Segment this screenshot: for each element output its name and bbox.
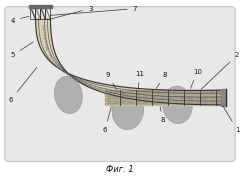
Text: 3: 3 bbox=[47, 6, 92, 20]
Text: 6: 6 bbox=[103, 107, 111, 133]
Polygon shape bbox=[105, 90, 224, 105]
Polygon shape bbox=[30, 6, 35, 19]
Polygon shape bbox=[29, 5, 53, 8]
Polygon shape bbox=[45, 6, 50, 19]
Polygon shape bbox=[40, 6, 45, 19]
Text: 11: 11 bbox=[135, 71, 144, 89]
Text: 9: 9 bbox=[106, 72, 117, 90]
Polygon shape bbox=[36, 19, 224, 105]
Text: 8: 8 bbox=[160, 107, 165, 123]
Text: 6: 6 bbox=[9, 67, 37, 103]
Ellipse shape bbox=[54, 76, 82, 114]
Text: 2: 2 bbox=[201, 52, 239, 89]
Text: 8: 8 bbox=[156, 72, 167, 89]
Text: 1: 1 bbox=[222, 105, 239, 133]
Text: 5: 5 bbox=[11, 42, 33, 58]
Text: 7: 7 bbox=[50, 6, 137, 15]
Text: 10: 10 bbox=[191, 69, 202, 88]
Text: 4: 4 bbox=[11, 16, 29, 24]
Polygon shape bbox=[221, 89, 226, 106]
FancyBboxPatch shape bbox=[5, 7, 235, 161]
Polygon shape bbox=[35, 6, 40, 19]
Ellipse shape bbox=[112, 90, 144, 130]
Text: Фиг. 1: Фиг. 1 bbox=[106, 165, 134, 174]
Ellipse shape bbox=[162, 86, 192, 124]
